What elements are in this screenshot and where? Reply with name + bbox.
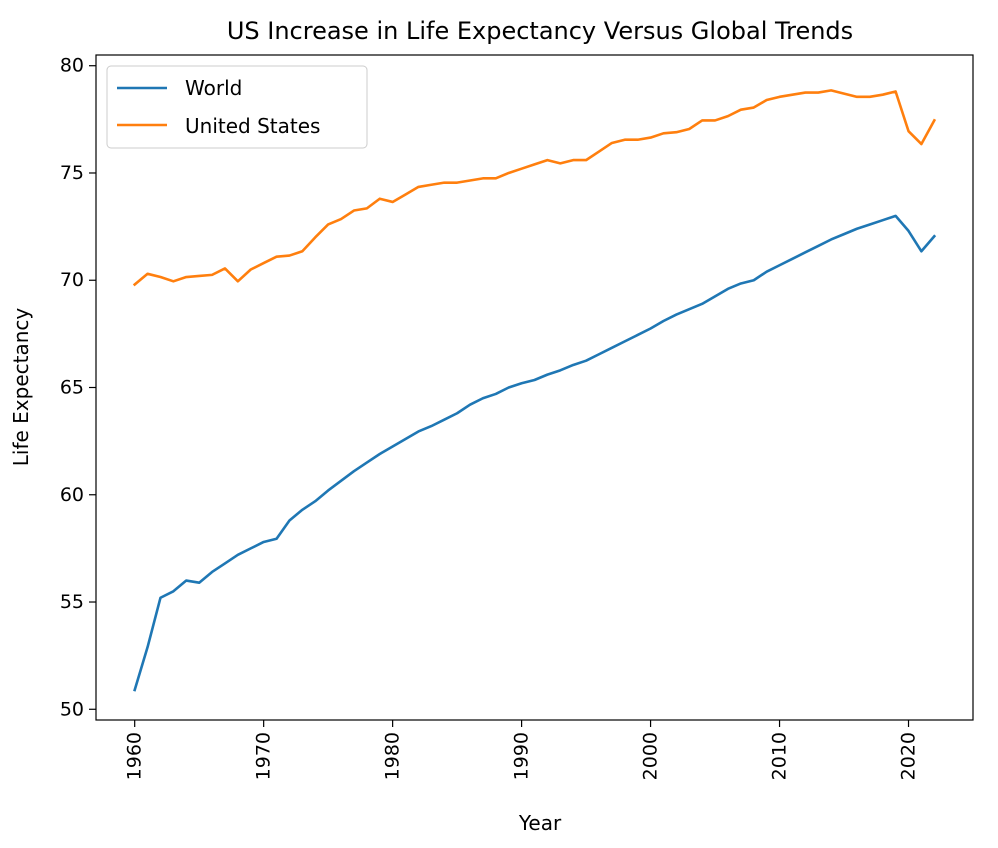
y-tick-label: 75 <box>60 162 84 184</box>
series-line-united-states <box>132 89 937 287</box>
y-axis: 50 55 60 65 70 75 80 <box>60 55 96 720</box>
x-tick-label: 2020 <box>898 732 920 780</box>
x-tick-label: 2010 <box>769 732 791 780</box>
x-tick-label: 2000 <box>640 732 662 780</box>
x-tick-label: 1980 <box>382 732 404 780</box>
y-tick-label: 50 <box>60 698 84 720</box>
series-layer <box>132 89 937 692</box>
y-axis-label: Life Expectancy <box>9 308 33 467</box>
legend-box <box>106 65 368 149</box>
series-line-world <box>133 214 937 692</box>
legend-label-world: World <box>185 76 242 100</box>
x-tick-label: 1990 <box>511 732 533 780</box>
y-tick-label: 70 <box>60 269 84 291</box>
x-tick-label: 1960 <box>124 732 146 780</box>
x-axis: 1960 1970 1980 1990 2000 2010 2020 <box>124 720 920 780</box>
x-axis-label: Year <box>518 811 562 835</box>
chart-title: US Increase in Life Expectancy Versus Gl… <box>227 17 853 45</box>
y-tick-label: 55 <box>60 591 84 613</box>
legend: World United States <box>106 65 368 149</box>
y-tick-label: 80 <box>60 55 84 77</box>
plot-frame <box>95 54 974 721</box>
y-tick-label: 60 <box>60 484 84 506</box>
x-tick-label: 1970 <box>253 732 275 780</box>
legend-label-united-states: United States <box>185 114 320 138</box>
y-tick-label: 65 <box>60 377 84 399</box>
